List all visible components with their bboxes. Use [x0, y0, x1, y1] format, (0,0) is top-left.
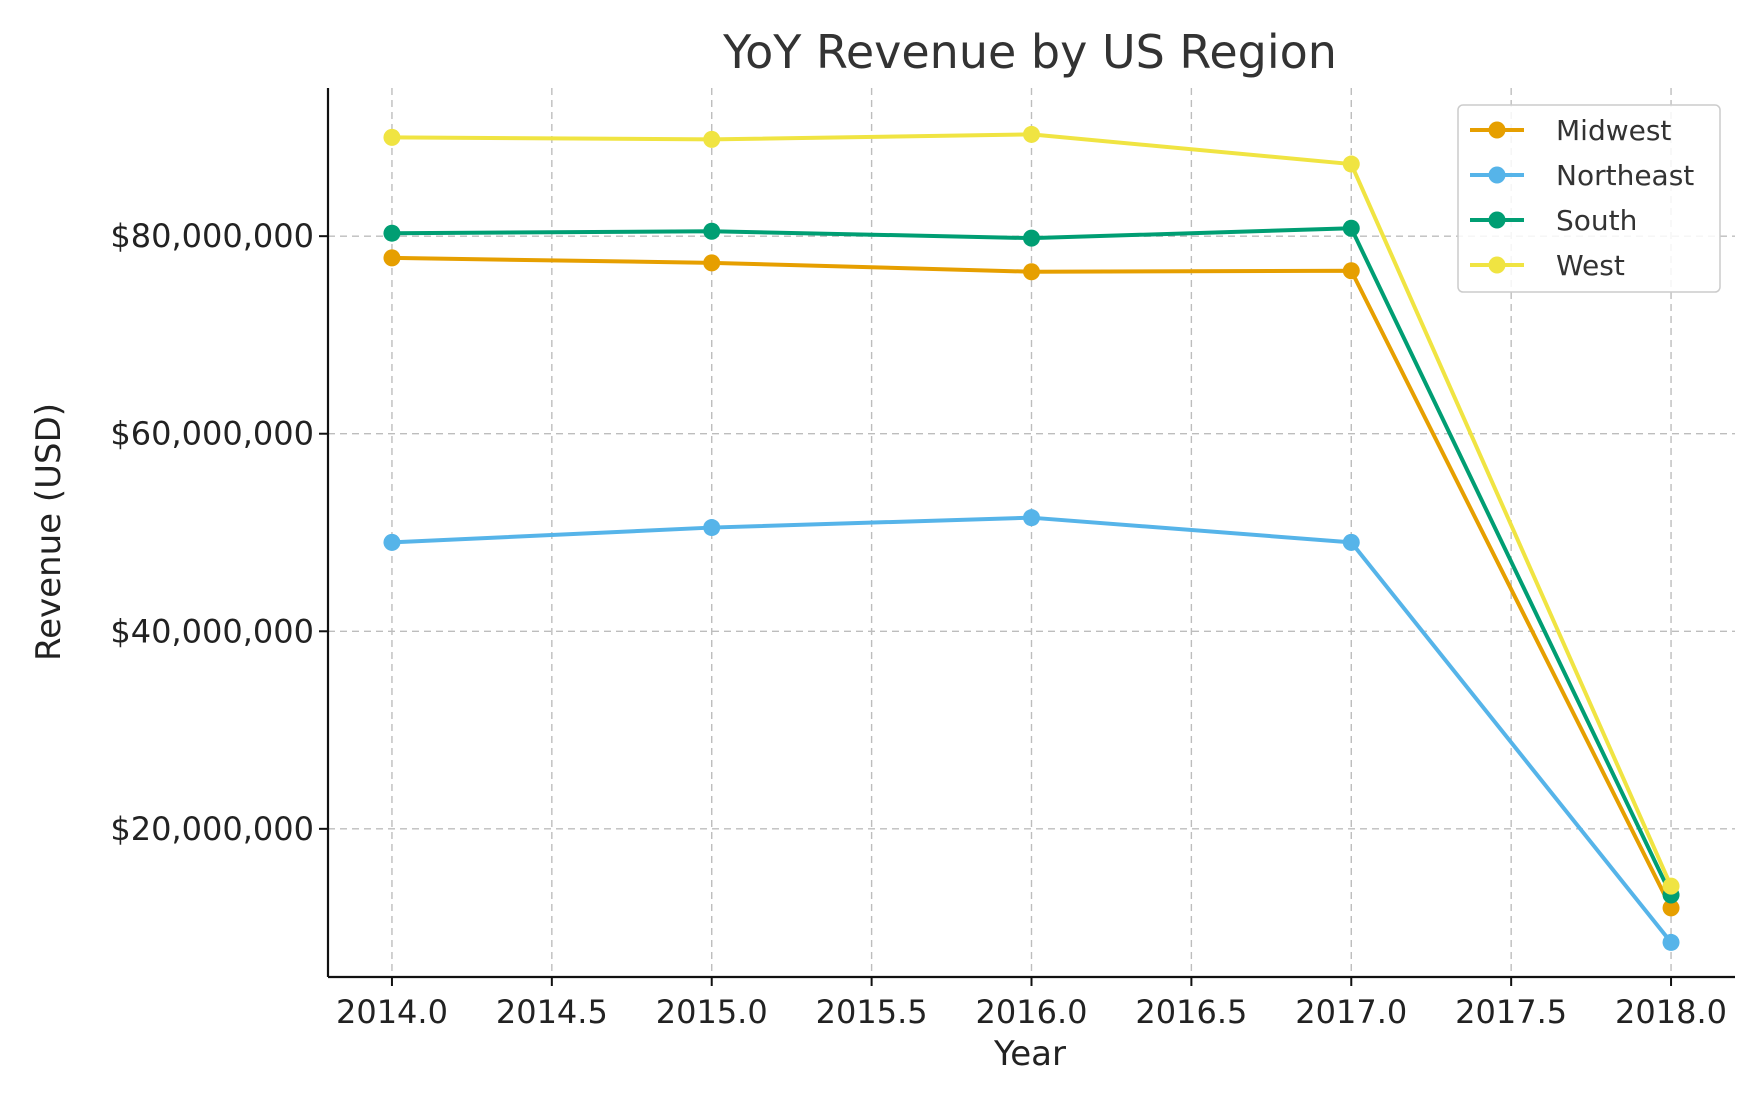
data-point-midwest	[703, 254, 721, 272]
data-point-west	[1342, 155, 1360, 173]
x-tick-label: 2016.5	[1135, 993, 1247, 1031]
data-point-midwest	[1662, 899, 1680, 917]
legend-label: Midwest	[1556, 114, 1671, 147]
legend: Midwest Northeast South West	[1457, 104, 1721, 293]
y-axis-label: Revenue (USD)	[29, 403, 69, 661]
axes: 2014.0 2014.5 2015.0 2015.5 2016.0 2016.5 2017…	[110, 88, 1735, 1031]
data-point-west	[1662, 877, 1680, 895]
legend-label: Northeast	[1556, 159, 1694, 192]
legend-swatch-marker	[1488, 121, 1506, 139]
data-point-south	[383, 224, 401, 242]
data-point-midwest	[383, 249, 401, 267]
x-tick-label: 2014.5	[496, 993, 608, 1031]
data-point-northeast	[1023, 509, 1040, 527]
legend-swatch-marker	[1488, 166, 1506, 184]
x-axis-label: Year	[993, 1034, 1066, 1074]
data-point-midwest	[1023, 263, 1040, 281]
series-layer	[383, 125, 1680, 951]
legend-item-west: West	[1470, 249, 1625, 282]
legend-label: South	[1556, 204, 1637, 237]
x-tick-label: 2016.0	[976, 993, 1088, 1031]
x-tick-label: 2017.5	[1455, 993, 1567, 1031]
legend-item-south: South	[1470, 204, 1637, 237]
series-midwest	[383, 249, 1680, 917]
data-point-west	[383, 128, 401, 146]
x-tick-label: 2015.0	[656, 993, 768, 1031]
data-point-south	[703, 222, 721, 240]
data-point-northeast	[1662, 933, 1680, 951]
series-northeast	[383, 509, 1680, 951]
data-point-northeast	[383, 533, 401, 551]
data-point-midwest	[1342, 262, 1360, 280]
data-point-west	[1023, 125, 1040, 143]
y-tick-label: $20,000,000	[110, 810, 314, 848]
data-point-south	[1023, 229, 1040, 247]
x-tick-label: 2015.5	[816, 993, 928, 1031]
x-tick-label: 2018.0	[1615, 993, 1727, 1031]
legend-label: West	[1556, 249, 1625, 282]
x-tick-label: 2017.0	[1295, 993, 1407, 1031]
data-point-northeast	[703, 519, 721, 537]
data-point-west	[703, 130, 721, 148]
data-point-northeast	[1342, 533, 1360, 551]
y-tick-label: $40,000,000	[110, 612, 314, 650]
series-south	[383, 219, 1680, 904]
legend-item-midwest: Midwest	[1470, 114, 1671, 147]
data-point-south	[1342, 219, 1360, 237]
legend-swatch-marker	[1488, 211, 1506, 229]
legend-swatch-marker	[1488, 256, 1506, 274]
y-tick-label: $60,000,000	[110, 415, 314, 453]
chart-title: YoY Revenue by US Region	[722, 25, 1337, 79]
legend-item-northeast: Northeast	[1470, 159, 1694, 192]
y-tick-label: $80,000,000	[110, 217, 314, 255]
legend-box	[1457, 104, 1721, 293]
series-west	[383, 125, 1680, 895]
x-tick-label: 2014.0	[336, 993, 448, 1031]
